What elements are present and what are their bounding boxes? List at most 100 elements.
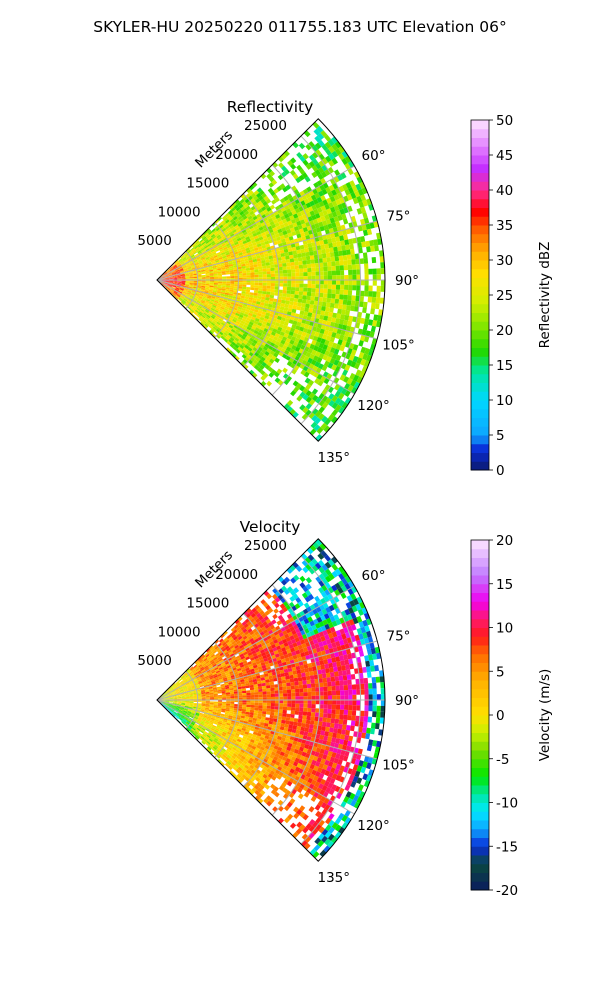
radar-bin [244,337,250,343]
radar-bin [305,390,312,397]
radar-bin [229,250,234,255]
radar-bin [313,424,321,432]
radar-bin [179,269,184,272]
radar-bin [328,393,335,400]
radar-bin [173,291,178,294]
radar-bin [199,302,205,306]
radar-bin [210,307,215,312]
radar-bin [291,246,297,252]
radar-bin [287,343,293,349]
radar-bin [168,284,173,287]
radar-bin [161,280,166,282]
radar-bin [345,244,350,251]
radar-bin [269,342,276,348]
radar-bin [213,245,218,249]
radar-bin [328,212,334,219]
radar-bin [269,204,275,210]
radar-bin [220,263,225,267]
radar-bin [250,704,255,708]
radar-bin [355,290,361,296]
radar-bin [318,413,325,421]
radar-bin [204,269,209,272]
radar-bin [183,258,188,262]
radar-bin [245,267,251,271]
radar-bin [222,221,227,227]
radar-bin [201,276,206,278]
radar-bin [239,331,244,336]
radar-bin [325,335,332,342]
radar-bin [172,285,177,288]
radar-bin [234,224,239,229]
radar-bin [293,298,299,303]
radar-bin [173,278,178,280]
radar-bin [340,280,345,285]
radar-bin [209,288,214,291]
radar-bin [268,345,274,351]
radar-bin [292,305,298,310]
radar-bin [286,360,293,367]
radar-bin [355,258,360,265]
radar-bin [304,230,310,237]
radar-bin [252,297,258,302]
radar-bin [205,256,210,260]
radar-bin [321,144,329,152]
radar-bin [258,274,263,278]
radar-bin [262,353,268,359]
radar-bin [226,334,232,339]
radar-bin [202,296,207,299]
radar-bin [201,283,206,286]
radar-bin [274,693,280,697]
radar-bin [246,695,251,698]
radar-bin [203,244,208,248]
radar-bin [210,297,216,301]
radar-bin [173,280,178,282]
radar-bin [193,304,198,308]
radar-bin [234,693,239,696]
radar-bin [227,309,233,314]
radar-bin [170,289,174,292]
radar-bin [222,701,227,704]
radar-bin [336,328,342,335]
radar-bin [218,246,224,251]
radar-bin [285,259,291,263]
radar-bin [299,168,306,175]
radar-bin [248,299,253,303]
radar-bin [166,269,170,273]
radar-bin [250,277,255,280]
radar-bin [314,263,320,268]
radar-bin [249,210,255,216]
radar-bin [182,299,187,304]
radar-bin [289,678,295,683]
radar-bin [311,214,317,221]
radar-bin [292,222,298,228]
radar-bin [238,271,243,274]
radar-bin [364,263,369,270]
radar-bin [224,262,229,266]
radar-bin [364,280,369,286]
radar-bin [299,280,304,284]
radar-bin [228,338,233,344]
radar-bin [266,173,272,180]
radar-bin [261,260,266,264]
radar-bin [214,247,219,251]
radar-bin [165,278,170,280]
radar-bin [285,297,291,301]
radar-bin [360,317,366,324]
radar-bin [270,703,275,707]
radar-bin [211,320,217,325]
radar-bin [205,275,210,278]
radar-bin [203,237,208,242]
radar-bin [226,302,231,306]
radar-bin [172,284,177,287]
radar-bin [229,343,235,349]
data-field [157,121,385,442]
radar-bin [204,245,209,249]
radar-bin [289,721,294,726]
radar-bin [188,271,193,274]
radar-bin [315,327,321,333]
radar-bin [177,281,182,283]
radar-bin [260,257,266,261]
radar-bin [335,294,340,300]
radar-bin [332,241,338,248]
radar-bin [257,290,263,294]
